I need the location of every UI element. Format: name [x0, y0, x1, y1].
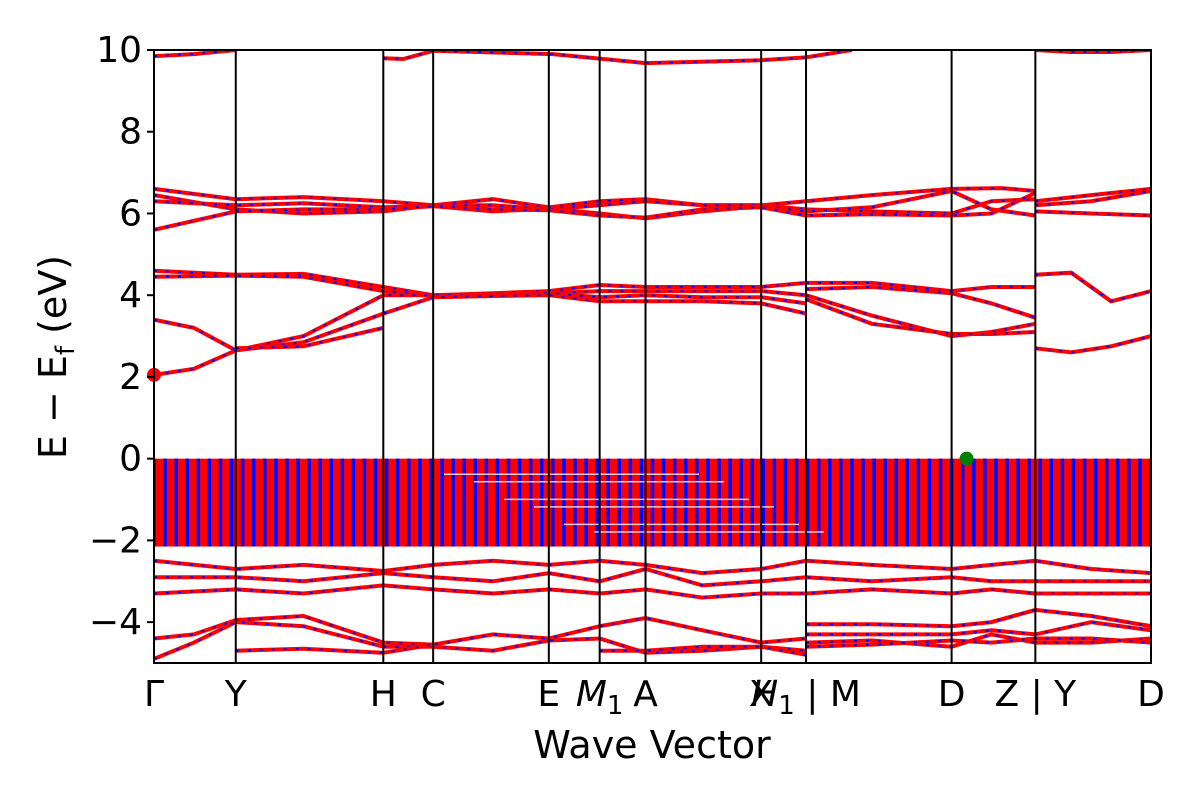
band-line-spin-up [1035, 209, 1151, 218]
band-line-spin-down [154, 194, 1036, 215]
bands-layer [154, 50, 1151, 661]
y-tick-label: −4 [89, 602, 142, 643]
kpoint-label: D [938, 674, 966, 715]
y-tick-label: −2 [89, 520, 142, 561]
y-axis-ticks: −4 −2 0 2 4 6 8 10 [89, 30, 154, 643]
band-line-spin-down [154, 559, 1151, 575]
band-line-spin-down [805, 633, 1151, 648]
plot-frame [153, 49, 1152, 664]
vbm-marker [959, 451, 974, 466]
y-axis-label-main: E − E [31, 355, 75, 459]
kpoint-label: D [1137, 674, 1165, 715]
band-line-spin-up [806, 607, 1151, 629]
y-tick-label: 10 [96, 30, 142, 71]
y-axis-label-unit: (eV) [31, 255, 75, 346]
band-line-spin-down [154, 50, 236, 58]
band-line-spin-down [154, 567, 1151, 587]
band-line-spin-down [1035, 187, 1151, 203]
band-line-spin-down [1035, 190, 1151, 207]
kpoint-label: Z | Y [995, 674, 1078, 715]
x-axis-ticks: Γ Y H C E M1 A XH1 | M D Z | Y D [144, 674, 1165, 721]
kpoint-lines [234, 50, 1037, 663]
band-line-spin-up [806, 620, 1151, 637]
kpoint-label: H [370, 674, 397, 715]
plot-background [154, 50, 1151, 663]
band-line-spin-up [154, 191, 1037, 232]
band-line-spin-up [599, 644, 807, 657]
band-line-spin-down [1035, 271, 1151, 303]
kpoint-label: Γ [144, 674, 164, 715]
band-line-spin-up [235, 642, 434, 655]
kpoint-label: H1 | M [751, 674, 861, 721]
y-axis-label: E − Ef (eV) [31, 255, 81, 459]
y-axis-label-subscript: f [51, 345, 81, 355]
kpoint-label: C [421, 674, 446, 715]
band-line-spin-down [154, 621, 807, 660]
band-line-spin-down [235, 326, 384, 350]
band-line-spin-down [805, 298, 1036, 335]
y-tick-label: 6 [119, 193, 142, 234]
kpoint-label: E [537, 674, 560, 715]
x-axis-label: Wave Vector [533, 723, 771, 767]
kpoint-label: X [749, 674, 774, 715]
kpoint-label: M1 [576, 674, 624, 721]
band-line-spin-down [1035, 335, 1151, 354]
band-line-spin-down [805, 294, 1036, 338]
band-line-spin-down [154, 584, 1151, 599]
y-tick-label: 0 [119, 439, 142, 480]
y-tick-label: 4 [119, 275, 142, 316]
y-tick-label: 2 [119, 357, 142, 398]
band-line-spin-up [805, 636, 1151, 649]
y-tick-label: 8 [119, 112, 142, 153]
band-line-spin-down [154, 292, 807, 352]
band-line-spin-down [154, 187, 1036, 209]
kpoint-label: A [633, 674, 658, 715]
kpoint-label: Y [224, 674, 248, 715]
